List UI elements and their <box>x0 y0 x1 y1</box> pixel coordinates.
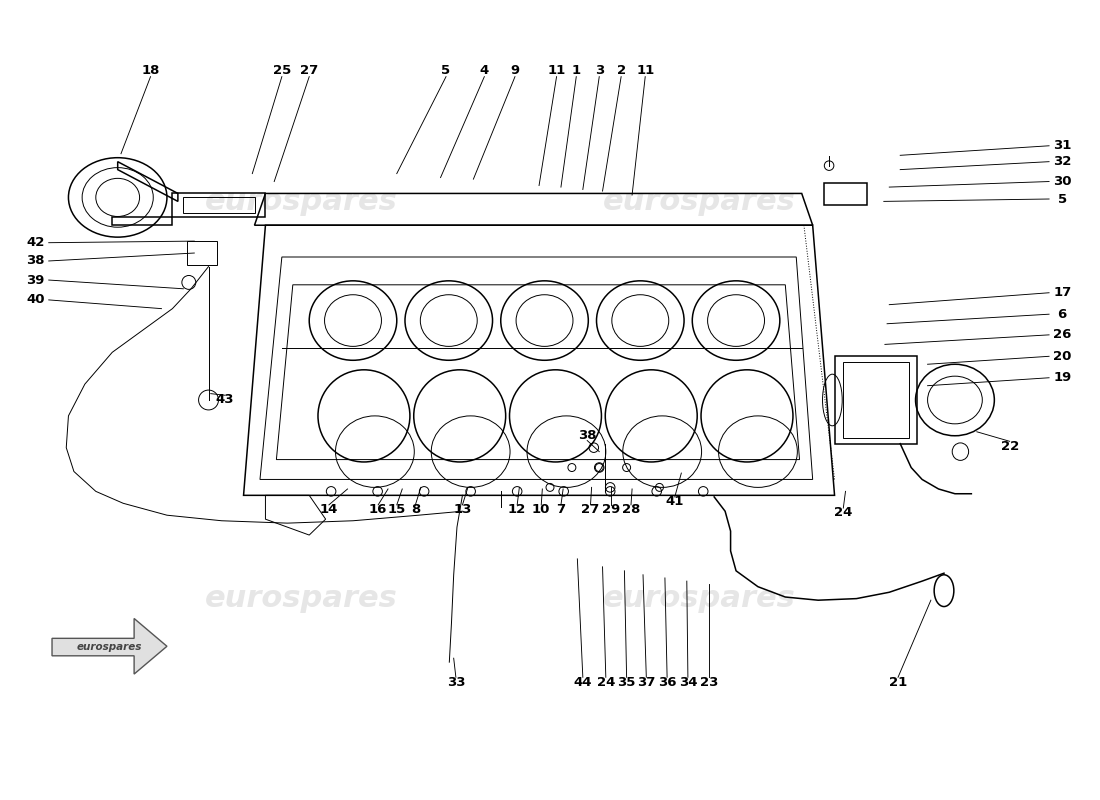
Text: 27: 27 <box>300 64 318 77</box>
Text: 28: 28 <box>621 503 640 516</box>
Text: 41: 41 <box>666 495 684 508</box>
Text: 6: 6 <box>1057 308 1067 321</box>
Text: 20: 20 <box>1053 350 1071 363</box>
Text: 3: 3 <box>595 64 604 77</box>
Text: 7: 7 <box>557 503 565 516</box>
Text: 27: 27 <box>582 503 600 516</box>
Text: 29: 29 <box>602 503 620 516</box>
Text: 17: 17 <box>1053 286 1071 299</box>
Text: 4: 4 <box>480 64 490 77</box>
Text: 23: 23 <box>700 675 718 689</box>
Text: 42: 42 <box>26 236 45 250</box>
Text: 25: 25 <box>273 64 292 77</box>
Text: 14: 14 <box>320 503 338 516</box>
Text: 8: 8 <box>410 503 420 516</box>
Text: 15: 15 <box>387 503 406 516</box>
Text: 18: 18 <box>141 64 160 77</box>
Text: 5: 5 <box>441 64 451 77</box>
Text: 1: 1 <box>572 64 581 77</box>
Bar <box>824 183 868 206</box>
Text: 19: 19 <box>1053 371 1071 384</box>
Text: 24: 24 <box>834 506 852 519</box>
Text: eurospares: eurospares <box>603 584 795 613</box>
Text: 9: 9 <box>510 64 519 77</box>
Text: 21: 21 <box>889 675 908 689</box>
Text: 24: 24 <box>596 675 615 689</box>
Text: 2: 2 <box>617 64 626 77</box>
Text: 5: 5 <box>1057 193 1067 206</box>
Text: eurospares: eurospares <box>76 642 142 652</box>
Text: 44: 44 <box>573 675 592 689</box>
Text: eurospares: eurospares <box>205 187 397 216</box>
Text: 35: 35 <box>617 675 636 689</box>
Text: 43: 43 <box>216 394 234 406</box>
Text: eurospares: eurospares <box>603 187 795 216</box>
Text: 38: 38 <box>26 254 45 267</box>
Text: 31: 31 <box>1053 139 1071 152</box>
Text: 30: 30 <box>1053 175 1071 188</box>
Text: 33: 33 <box>447 675 465 689</box>
Text: 11: 11 <box>636 64 654 77</box>
Text: 37: 37 <box>637 675 656 689</box>
Text: 10: 10 <box>532 503 550 516</box>
Text: 13: 13 <box>453 503 472 516</box>
Text: 39: 39 <box>26 274 45 286</box>
Text: eurospares: eurospares <box>205 584 397 613</box>
Text: 22: 22 <box>1001 439 1019 453</box>
Text: 11: 11 <box>548 64 565 77</box>
Polygon shape <box>52 618 167 674</box>
Text: 38: 38 <box>578 430 596 442</box>
Text: 26: 26 <box>1053 328 1071 342</box>
Text: 40: 40 <box>26 294 45 306</box>
Text: 36: 36 <box>658 675 676 689</box>
Text: 34: 34 <box>679 675 697 689</box>
Text: 16: 16 <box>368 503 387 516</box>
Bar <box>187 241 217 265</box>
Text: 12: 12 <box>508 503 526 516</box>
Text: 32: 32 <box>1053 155 1071 168</box>
